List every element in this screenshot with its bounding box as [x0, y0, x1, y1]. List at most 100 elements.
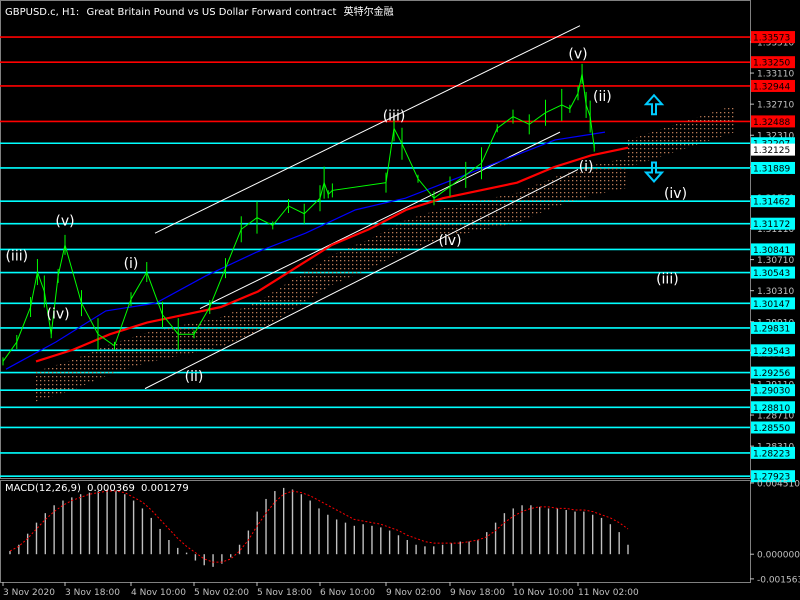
- chart-header: GBPUSD.c, H1: Great Britain Pound vs US …: [5, 3, 398, 18]
- macd-value: 0.000369: [87, 483, 135, 494]
- macd-axis-label: -0.001563: [757, 575, 800, 585]
- current-price-label: 1.32125: [753, 146, 790, 156]
- support-level-tag: [751, 384, 795, 397]
- support-level-tag: [751, 243, 795, 256]
- ichimoku-cloud: [36, 104, 735, 402]
- wave-label: (v): [55, 213, 74, 229]
- support-level-tag: [751, 217, 795, 230]
- cloud-segment: [517, 177, 554, 223]
- wave-label: (ii): [593, 89, 612, 105]
- support-level-label: 1.31462: [753, 198, 790, 208]
- support-level-label: 1.29543: [753, 347, 790, 357]
- resistance-level-tag: [751, 79, 795, 92]
- cloud-segment: [184, 317, 221, 355]
- support-level-label: 1.28223: [753, 449, 790, 459]
- ma-blue-line: [5, 131, 606, 370]
- ma-red-line: [35, 146, 629, 363]
- wave-label: (i): [124, 256, 139, 272]
- price-axis-label: 1.30710: [757, 256, 794, 266]
- time-axis-label: 10 Nov 10:00: [513, 588, 574, 598]
- support-level-tag: [751, 161, 795, 174]
- cloud-segment: [147, 324, 184, 363]
- cloud-segment: [369, 219, 406, 270]
- support-level-tag: [751, 366, 795, 379]
- support-level-tag: [751, 421, 795, 434]
- resistance-level-label: 1.32944: [753, 82, 790, 92]
- support-level-tag: [751, 266, 795, 279]
- support-level-label: 1.28550: [753, 424, 790, 434]
- cloud-segment: [73, 344, 110, 390]
- cloud-segment: [554, 165, 591, 208]
- wave-label: (v): [568, 46, 587, 62]
- cloud-segment: [295, 254, 332, 309]
- wave-labels: (v) (iii) (iv) (i) (ii) (iii) (iv) (v) (ii) (i) (i…: [5, 46, 687, 385]
- price-series: [2, 63, 595, 366]
- resistance-level-label: 1.32488: [753, 118, 790, 128]
- price-axis-label: 1.28710: [757, 412, 794, 422]
- channel-upper-line: [154, 25, 581, 234]
- up-arrow-icon: [643, 93, 665, 116]
- cloud-forward: [628, 104, 735, 168]
- wave-label: (iii): [5, 248, 28, 264]
- macd-label: MACD(12,26,9): [5, 483, 81, 494]
- support-level-tag: [751, 446, 795, 459]
- support-level-label: 1.31172: [753, 220, 790, 230]
- cloud-segment: [258, 278, 295, 332]
- macd-header: MACD(12,26,9) 0.000369 0.001279: [5, 483, 192, 494]
- price-axis-label: 1.31110: [757, 225, 794, 235]
- support-level-label: 1.29030: [753, 387, 790, 397]
- main-plot-frame: [0, 0, 751, 479]
- macd-axis: 0.004510 0.000000 -0.001563: [750, 480, 800, 585]
- time-axis-label: 6 Nov 10:00: [320, 588, 375, 598]
- macd-signal-line: [9, 490, 629, 563]
- resistance-level-tag: [751, 115, 795, 128]
- wave-label: (iii): [383, 108, 406, 124]
- time-axis-label: 5 Nov 18:00: [257, 588, 312, 598]
- price-axis-label: 1.32310: [757, 132, 794, 142]
- macd-axis-label: 0.004510: [757, 480, 800, 490]
- cloud-segment: [332, 239, 369, 285]
- cloud-segment: [221, 301, 258, 348]
- cloud-segment: [480, 192, 517, 231]
- time-axis-label: 4 Nov 10:00: [131, 588, 186, 598]
- macd-axis-label: 0.000000: [757, 551, 800, 561]
- down-arrow-icon: [643, 161, 665, 183]
- support-level-tag: [751, 401, 795, 414]
- resistance-level-label: 1.33250: [753, 59, 790, 69]
- symbol-label: GBPUSD.c, H1:: [5, 7, 80, 18]
- price-axis-label: 1.33110: [757, 70, 794, 80]
- macd-histogram: [9, 487, 629, 567]
- price-axis-label: 1.32710: [757, 101, 794, 111]
- resistance-level-tag: [751, 31, 795, 44]
- wave-label: (iv): [664, 186, 687, 202]
- current-price-tag: [751, 143, 795, 156]
- wave-label: (iv): [47, 307, 70, 323]
- time-axis-label: 11 Nov 02:00: [578, 588, 639, 598]
- instrument-description: Great Britain Pound vs US Dollar Forward…: [86, 7, 337, 18]
- price-line: [2, 73, 595, 362]
- resistance-level-label: 1.33573: [753, 34, 790, 44]
- wave-label: (iii): [656, 272, 679, 288]
- support-level-tag: [751, 344, 795, 357]
- wave-label: (iv): [438, 233, 461, 249]
- support-level-label: 1.30147: [753, 300, 790, 310]
- support-level-tag: [751, 297, 795, 310]
- support-level-label: 1.31889: [753, 164, 790, 174]
- moving-averages: [5, 131, 629, 370]
- time-axis-label: 9 Nov 02:00: [386, 588, 441, 598]
- cloud-segment: [406, 208, 443, 250]
- support-level-tag: [751, 470, 795, 483]
- support-level-label: 1.30543: [753, 269, 790, 279]
- support-level-tag: [751, 195, 795, 208]
- cloud-segment: [443, 200, 480, 239]
- support-level-label: 1.28810: [753, 404, 790, 414]
- macd-plot-frame: [0, 480, 751, 583]
- time-axis: 3 Nov 2020 3 Nov 18:00 4 Nov 10:00 5 Nov 02…: [2, 582, 639, 598]
- resistance-level-tag: [751, 56, 795, 69]
- support-level-label: 1.29831: [753, 324, 790, 334]
- channel-lower-line: [144, 168, 579, 390]
- broker-name: 英特尔金融: [343, 7, 394, 18]
- time-axis-label: 5 Nov 02:00: [194, 588, 249, 598]
- wave-label: (i): [579, 159, 594, 175]
